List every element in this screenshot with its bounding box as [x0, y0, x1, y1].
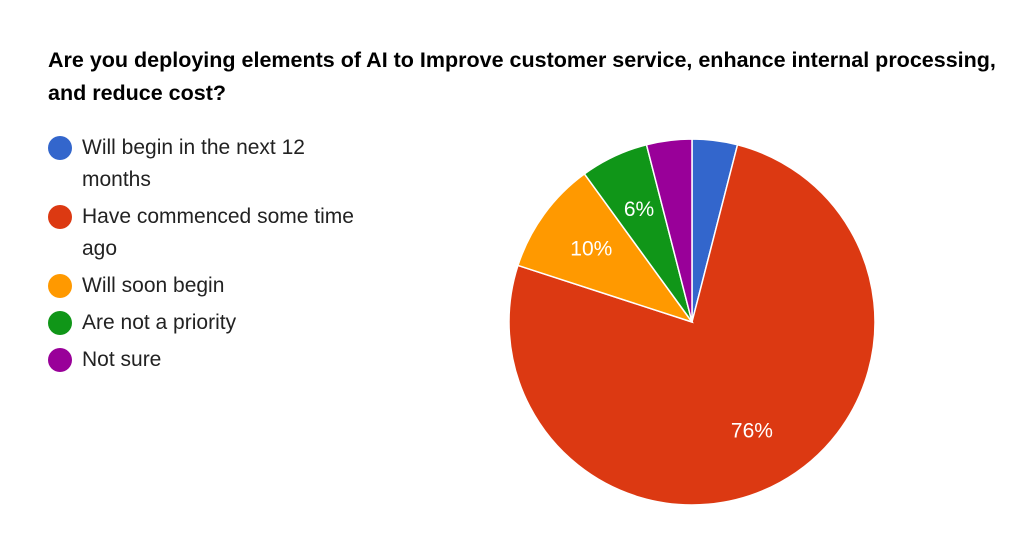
pie-slice-will-soon-begin[interactable] [517, 172, 694, 324]
legend-item-will-soon-begin[interactable]: Will soon begin [48, 270, 368, 302]
legend-swatch [48, 311, 72, 335]
legend-label: Will begin in the next 12 months [82, 136, 305, 191]
legend-swatch [48, 136, 72, 160]
legend: Will begin in the next 12 months Have co… [48, 132, 368, 381]
pie-slice-have-commenced[interactable] [508, 143, 876, 506]
legend-label: Have commenced some time ago [82, 205, 354, 260]
pie-slice-not-sure[interactable] [645, 138, 693, 323]
legend-item-will-begin-next-12-months[interactable]: Will begin in the next 12 months [48, 132, 368, 196]
data-label-not-a-priority: 6% [624, 198, 654, 221]
legend-label: Not sure [82, 348, 162, 371]
legend-label: Will soon begin [82, 274, 225, 297]
legend-item-not-sure[interactable]: Not sure [48, 344, 368, 376]
data-label-will-soon-begin: 10% [570, 237, 612, 260]
data-label-have-commenced: 76% [731, 420, 773, 443]
legend-item-not-a-priority[interactable]: Are not a priority [48, 307, 368, 339]
legend-swatch [48, 274, 72, 298]
legend-label: Are not a priority [82, 311, 237, 334]
chart-title: Are you deploying elements of AI to Impr… [48, 48, 996, 105]
legend-swatch [48, 205, 72, 229]
legend-swatch [48, 348, 72, 372]
legend-item-have-commenced[interactable]: Have commenced some time ago [48, 201, 368, 265]
